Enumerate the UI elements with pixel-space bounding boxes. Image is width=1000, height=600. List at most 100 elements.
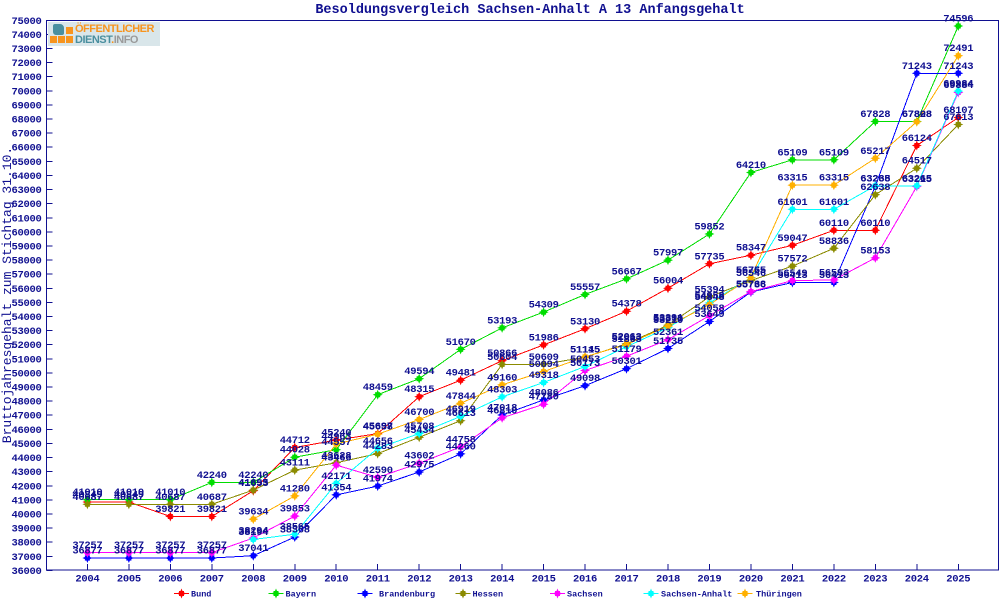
svg-text:49318: 49318 (529, 370, 559, 382)
svg-text:41000: 41000 (11, 495, 41, 507)
svg-text:43602: 43602 (404, 451, 434, 463)
svg-text:49000: 49000 (11, 383, 41, 395)
svg-text:49098: 49098 (570, 373, 600, 385)
svg-text:45000: 45000 (11, 439, 41, 451)
svg-text:45697: 45697 (363, 421, 393, 433)
svg-text:2019: 2019 (697, 574, 721, 586)
svg-text:52063: 52063 (611, 331, 641, 343)
svg-text:49481: 49481 (446, 368, 476, 380)
svg-text:62638: 62638 (860, 182, 890, 194)
svg-text:48303: 48303 (487, 384, 517, 396)
svg-text:45434: 45434 (404, 425, 434, 437)
svg-text:2018: 2018 (656, 574, 680, 586)
svg-text:69884: 69884 (943, 80, 973, 92)
svg-text:56413: 56413 (777, 270, 807, 282)
svg-text:45708: 45708 (404, 421, 434, 433)
svg-text:2014: 2014 (490, 574, 514, 586)
svg-text:41010: 41010 (114, 487, 144, 499)
svg-text:60000: 60000 (11, 227, 41, 239)
svg-text:51115: 51115 (570, 345, 600, 357)
svg-text:53130: 53130 (570, 316, 600, 328)
svg-text:39821: 39821 (155, 504, 185, 516)
svg-text:67808: 67808 (902, 109, 932, 121)
svg-text:67828: 67828 (902, 109, 932, 121)
svg-text:43466: 43466 (321, 453, 351, 465)
svg-text:55768: 55768 (736, 279, 766, 291)
svg-text:53193: 53193 (487, 315, 517, 327)
svg-text:74000: 74000 (11, 30, 41, 42)
svg-text:40849: 40849 (114, 490, 144, 502)
svg-text:72491: 72491 (943, 43, 973, 55)
svg-text:51986: 51986 (529, 332, 559, 344)
svg-text:56549: 56549 (777, 268, 807, 280)
svg-text:63238: 63238 (860, 174, 890, 186)
svg-text:59000: 59000 (11, 242, 41, 254)
svg-text:41010: 41010 (155, 487, 185, 499)
svg-text:54309: 54309 (529, 300, 559, 312)
svg-text:Bund: Bund (191, 590, 211, 600)
svg-text:45240: 45240 (321, 428, 351, 440)
svg-text:53391: 53391 (653, 313, 683, 325)
svg-text:53649: 53649 (694, 309, 724, 321)
svg-text:42590: 42590 (363, 465, 393, 477)
svg-text:36000: 36000 (11, 566, 41, 578)
svg-text:Sachsen: Sachsen (567, 590, 603, 600)
svg-text:47844: 47844 (446, 391, 476, 403)
svg-text:44283: 44283 (363, 441, 393, 453)
svg-text:56413: 56413 (819, 270, 849, 282)
svg-text:Besoldungsvergleich Sachsen-An: Besoldungsvergleich Sachsen-Anhalt A 13 … (315, 3, 744, 18)
svg-text:41653: 41653 (238, 478, 268, 490)
svg-text:36877: 36877 (155, 546, 185, 558)
svg-text:2010: 2010 (324, 574, 348, 586)
svg-text:65109: 65109 (777, 147, 807, 159)
svg-text:2021: 2021 (780, 574, 804, 586)
svg-text:44028: 44028 (280, 445, 310, 457)
svg-text:42240: 42240 (197, 470, 227, 482)
svg-text:56755: 56755 (736, 265, 766, 277)
svg-text:2009: 2009 (283, 574, 307, 586)
svg-text:56765: 56765 (736, 265, 766, 277)
svg-text:37257: 37257 (114, 540, 144, 552)
svg-text:39821: 39821 (197, 504, 227, 516)
svg-text:52000: 52000 (11, 340, 41, 352)
svg-text:64517: 64517 (902, 156, 932, 168)
svg-text:48000: 48000 (11, 397, 41, 409)
svg-text:37257: 37257 (72, 540, 102, 552)
svg-text:70000: 70000 (11, 86, 41, 98)
svg-text:50301: 50301 (611, 356, 641, 368)
svg-text:55736: 55736 (736, 280, 766, 292)
svg-text:62000: 62000 (11, 199, 41, 211)
svg-text:47000: 47000 (11, 411, 41, 423)
svg-text:60110: 60110 (819, 218, 849, 230)
svg-text:72000: 72000 (11, 58, 41, 70)
svg-text:2007: 2007 (200, 574, 224, 586)
svg-text:55000: 55000 (11, 298, 41, 310)
svg-text:54378: 54378 (611, 299, 641, 311)
svg-text:36877: 36877 (197, 546, 227, 558)
svg-text:48086: 48086 (529, 387, 559, 399)
svg-text:36877: 36877 (72, 546, 102, 558)
svg-text:Bruttojahresgehalt zum Stichta: Bruttojahresgehalt zum Stichtag 31.10. (0, 147, 15, 443)
svg-text:51000: 51000 (11, 354, 41, 366)
svg-text:60110: 60110 (860, 218, 890, 230)
svg-text:53000: 53000 (11, 326, 41, 338)
svg-text:69000: 69000 (11, 100, 41, 112)
svg-text:57000: 57000 (11, 270, 41, 282)
svg-text:42000: 42000 (11, 481, 41, 493)
svg-text:2023: 2023 (863, 574, 887, 586)
svg-text:56593: 56593 (819, 267, 849, 279)
svg-text:59047: 59047 (777, 233, 807, 245)
svg-text:54848: 54848 (694, 292, 724, 304)
svg-text:63265: 63265 (902, 173, 932, 185)
svg-text:41280: 41280 (280, 483, 310, 495)
svg-text:73000: 73000 (11, 44, 41, 56)
svg-text:71243: 71243 (943, 61, 973, 73)
svg-text:61601: 61601 (777, 197, 807, 209)
svg-text:52013: 52013 (611, 332, 641, 344)
svg-text:51863: 51863 (611, 334, 641, 346)
svg-text:46000: 46000 (11, 425, 41, 437)
svg-text:59852: 59852 (694, 222, 724, 234)
svg-text:2015: 2015 (532, 574, 556, 586)
svg-text:2013: 2013 (449, 574, 473, 586)
svg-text:49160: 49160 (487, 372, 517, 384)
